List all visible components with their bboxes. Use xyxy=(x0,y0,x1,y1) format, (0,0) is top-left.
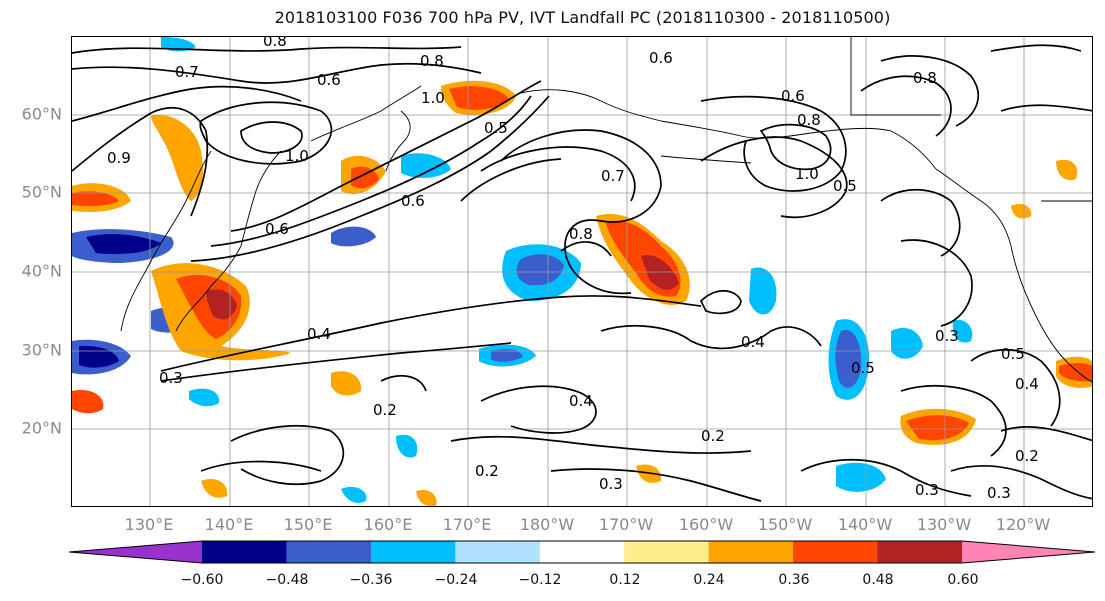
lat-label-30n: 30°N xyxy=(21,340,62,360)
colorbar-segment xyxy=(793,541,879,563)
contour-label: 0.8 xyxy=(797,111,821,129)
colorbar-segment xyxy=(202,541,287,563)
lon-label-140w: 140°W xyxy=(837,515,893,534)
colorbar-segment xyxy=(370,541,456,563)
contour-label: 0.5 xyxy=(1001,345,1025,363)
contour-label: 0.5 xyxy=(484,119,508,137)
lon-label-130w: 130°W xyxy=(916,515,972,534)
lon-label-150w: 150°W xyxy=(757,515,813,534)
contour-label: 0.5 xyxy=(851,359,875,377)
lon-label-180w: 180°W xyxy=(519,515,575,534)
contour-label: 0.9 xyxy=(107,149,131,167)
colorbar xyxy=(68,540,1096,564)
contour-label-group: 0.8 0.7 0.6 0.8 1.0 0.5 0.9 1.0 0.6 0.6 … xyxy=(107,37,1039,502)
colorbar-segment xyxy=(539,541,625,563)
colorbar-extend-low xyxy=(69,541,202,563)
colorbar-segment xyxy=(877,541,963,563)
map-panel: 0.8 0.7 0.6 0.8 1.0 0.5 0.9 1.0 0.6 0.6 … xyxy=(71,36,1093,507)
lon-label-120w: 120°W xyxy=(995,515,1051,534)
lon-label-160w: 160°W xyxy=(678,515,734,534)
contour-label: 0.8 xyxy=(420,52,444,70)
colorbar-tick: 0.48 xyxy=(862,572,894,588)
contour-lines xyxy=(72,44,1092,502)
lat-label-20n: 20°N xyxy=(21,418,62,438)
contour-label: 0.3 xyxy=(159,369,183,387)
contour-label: 0.5 xyxy=(833,177,857,195)
contour-label: 0.6 xyxy=(649,49,673,67)
colorbar-segment xyxy=(455,541,541,563)
lat-label-50n: 50°N xyxy=(21,182,62,202)
lon-label-130e: 130°E xyxy=(124,515,174,534)
contour-label: 0.2 xyxy=(475,462,499,480)
contour-label: 0.4 xyxy=(741,333,765,351)
contour-label: 1.0 xyxy=(795,165,819,183)
lat-label-60n: 60°N xyxy=(21,104,62,124)
contour-label: 0.4 xyxy=(569,392,593,410)
contour-label: 0.6 xyxy=(317,71,341,89)
contour-label: 0.3 xyxy=(987,484,1011,502)
contour-label: 0.8 xyxy=(913,69,937,87)
lon-label-160e: 160°E xyxy=(363,515,413,534)
colorbar-segment xyxy=(624,541,710,563)
map-canvas: 0.8 0.7 0.6 0.8 1.0 0.5 0.9 1.0 0.6 0.6 … xyxy=(72,37,1092,506)
contour-label: 0.8 xyxy=(263,37,287,50)
contour-label: 0.3 xyxy=(935,327,959,345)
shaded-positive xyxy=(72,80,1092,506)
contour-label: 0.6 xyxy=(265,220,289,238)
colorbar-tick: −0.36 xyxy=(349,572,393,588)
contour-label: 0.7 xyxy=(601,167,625,185)
contour-label: 0.8 xyxy=(569,225,593,243)
lon-label-170e: 170°E xyxy=(442,515,492,534)
coastlines xyxy=(120,37,1092,383)
contour-label: 0.4 xyxy=(307,325,331,343)
lon-label-140e: 140°E xyxy=(204,515,254,534)
contour-label: 0.3 xyxy=(599,475,623,493)
contour-label: 0.2 xyxy=(701,427,725,445)
contour-label: 1.0 xyxy=(421,89,445,107)
contour-label: 0.3 xyxy=(915,481,939,499)
lat-label-40n: 40°N xyxy=(21,261,62,281)
colorbar-tick: −0.60 xyxy=(180,572,224,588)
contour-label: 0.2 xyxy=(1015,447,1039,465)
contour-label: 0.2 xyxy=(373,401,397,419)
contour-label: 0.7 xyxy=(175,63,199,81)
colorbar-tick: 0.60 xyxy=(947,572,979,588)
colorbar-tick: −0.12 xyxy=(518,572,562,588)
lon-label-170w: 170°W xyxy=(598,515,654,534)
colorbar-extend-high xyxy=(962,541,1095,563)
map-title: 2018103100 F036 700 hPa PV, IVT Landfall… xyxy=(274,8,891,27)
contour-label: 1.0 xyxy=(285,147,309,165)
colorbar-segment xyxy=(286,541,372,563)
lon-label-150e: 150°E xyxy=(283,515,333,534)
colorbar-segments xyxy=(69,541,1095,563)
contour-label: 0.6 xyxy=(401,192,425,210)
colorbar-tick: 0.12 xyxy=(609,572,641,588)
colorbar-segment xyxy=(708,541,794,563)
colorbar-tick: −0.48 xyxy=(265,572,309,588)
colorbar-tick: 0.36 xyxy=(778,572,810,588)
colorbar-tick: −0.24 xyxy=(434,572,478,588)
contour-label: 0.6 xyxy=(781,87,805,105)
colorbar-tick: 0.24 xyxy=(693,572,725,588)
contour-label: 0.4 xyxy=(1015,375,1039,393)
